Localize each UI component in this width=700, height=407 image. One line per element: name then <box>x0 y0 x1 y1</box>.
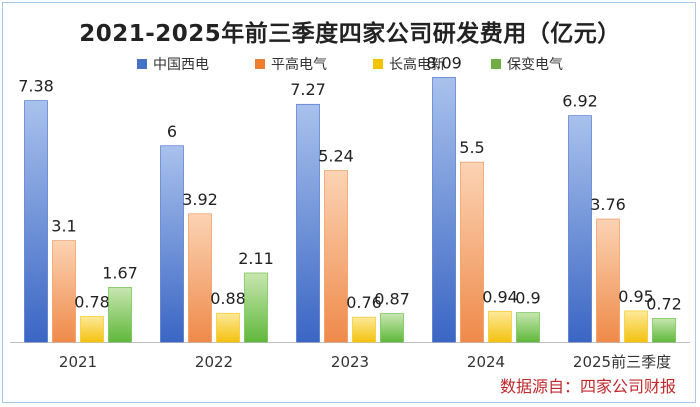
bar-pinggao-2021 <box>52 240 76 343</box>
bar-pinggao-2024 <box>460 161 484 343</box>
value-label-changgao-2021: 0.78 <box>74 292 110 311</box>
value-label-xidian-2021: 7.38 <box>18 77 54 96</box>
bar-changgao-2025前三季度 <box>624 310 648 343</box>
value-label-xidian-2023: 7.27 <box>290 80 326 99</box>
value-label-xidian-2022: 6 <box>167 122 177 141</box>
legend-item-baobian: 保变电气 <box>491 54 563 74</box>
category-label-2021: 2021 <box>59 353 97 371</box>
legend-swatch-baobian <box>491 59 501 69</box>
bar-xidian-2022 <box>160 145 184 343</box>
source-note: 数据源自：四家公司财报 <box>499 377 676 396</box>
bar-changgao-2022 <box>216 312 240 343</box>
bar-changgao-2024 <box>488 310 512 343</box>
bar-baobian-2023 <box>380 313 404 343</box>
value-label-baobian-2025前三季度: 0.72 <box>646 294 682 313</box>
legend-label-baobian: 保变电气 <box>507 57 563 73</box>
bar-baobian-2022 <box>244 272 268 343</box>
legend-label-pinggao: 平高电气 <box>271 57 327 73</box>
value-label-pinggao-2025前三季度: 3.76 <box>590 195 626 214</box>
category-label-2022: 2022 <box>195 353 233 371</box>
value-label-changgao-2022: 0.88 <box>210 289 246 308</box>
chart-title: 2021-2025年前三季度四家公司研发费用（亿元） <box>79 21 621 47</box>
value-label-pinggao-2024: 5.5 <box>459 138 484 157</box>
value-label-baobian-2022: 2.11 <box>238 249 274 268</box>
value-label-changgao-2024: 0.94 <box>482 287 518 306</box>
legend-label-xidian: 中国西电 <box>153 57 209 73</box>
bar-changgao-2021 <box>80 316 104 343</box>
bar-xidian-2023 <box>296 103 320 343</box>
bar-baobian-2024 <box>516 312 540 343</box>
value-label-baobian-2024: 0.9 <box>515 289 540 308</box>
legend-swatch-pinggao <box>255 59 265 69</box>
value-label-pinggao-2022: 3.92 <box>182 190 218 209</box>
legend-swatch-xidian <box>137 59 147 69</box>
bar-pinggao-2025前三季度 <box>596 218 620 343</box>
value-label-changgao-2023: 0.76 <box>346 293 382 312</box>
bar-xidian-2021 <box>24 100 48 343</box>
legend-item-xidian: 中国西电 <box>137 54 209 74</box>
legend-item-changgao: 长高电新 <box>373 54 445 74</box>
legend-swatch-changgao <box>373 59 383 69</box>
legend-item-pinggao: 平高电气 <box>255 54 327 74</box>
value-label-pinggao-2021: 3.1 <box>51 217 76 236</box>
legend-label-changgao: 长高电新 <box>389 57 445 73</box>
legend: 中国西电 平高电气 长高电新 保变电气 <box>0 54 700 74</box>
bar-xidian-2025前三季度 <box>568 115 592 343</box>
bar-pinggao-2023 <box>324 170 348 343</box>
value-label-pinggao-2023: 5.24 <box>318 147 354 166</box>
bar-xidian-2024 <box>432 77 456 343</box>
bar-baobian-2021 <box>108 287 132 343</box>
value-label-xidian-2025前三季度: 6.92 <box>562 92 598 111</box>
category-label-2023: 2023 <box>331 353 369 371</box>
bar-baobian-2025前三季度 <box>652 318 676 343</box>
value-label-baobian-2021: 1.67 <box>102 263 138 282</box>
bar-pinggao-2022 <box>188 213 212 343</box>
value-label-xidian-2024: 8.09 <box>426 53 462 72</box>
value-label-changgao-2025前三季度: 0.95 <box>618 287 654 306</box>
category-label-2024: 2024 <box>467 353 505 371</box>
value-label-baobian-2023: 0.87 <box>374 290 410 309</box>
category-label-2025前三季度: 2025前三季度 <box>573 353 671 371</box>
bar-changgao-2023 <box>352 316 376 343</box>
